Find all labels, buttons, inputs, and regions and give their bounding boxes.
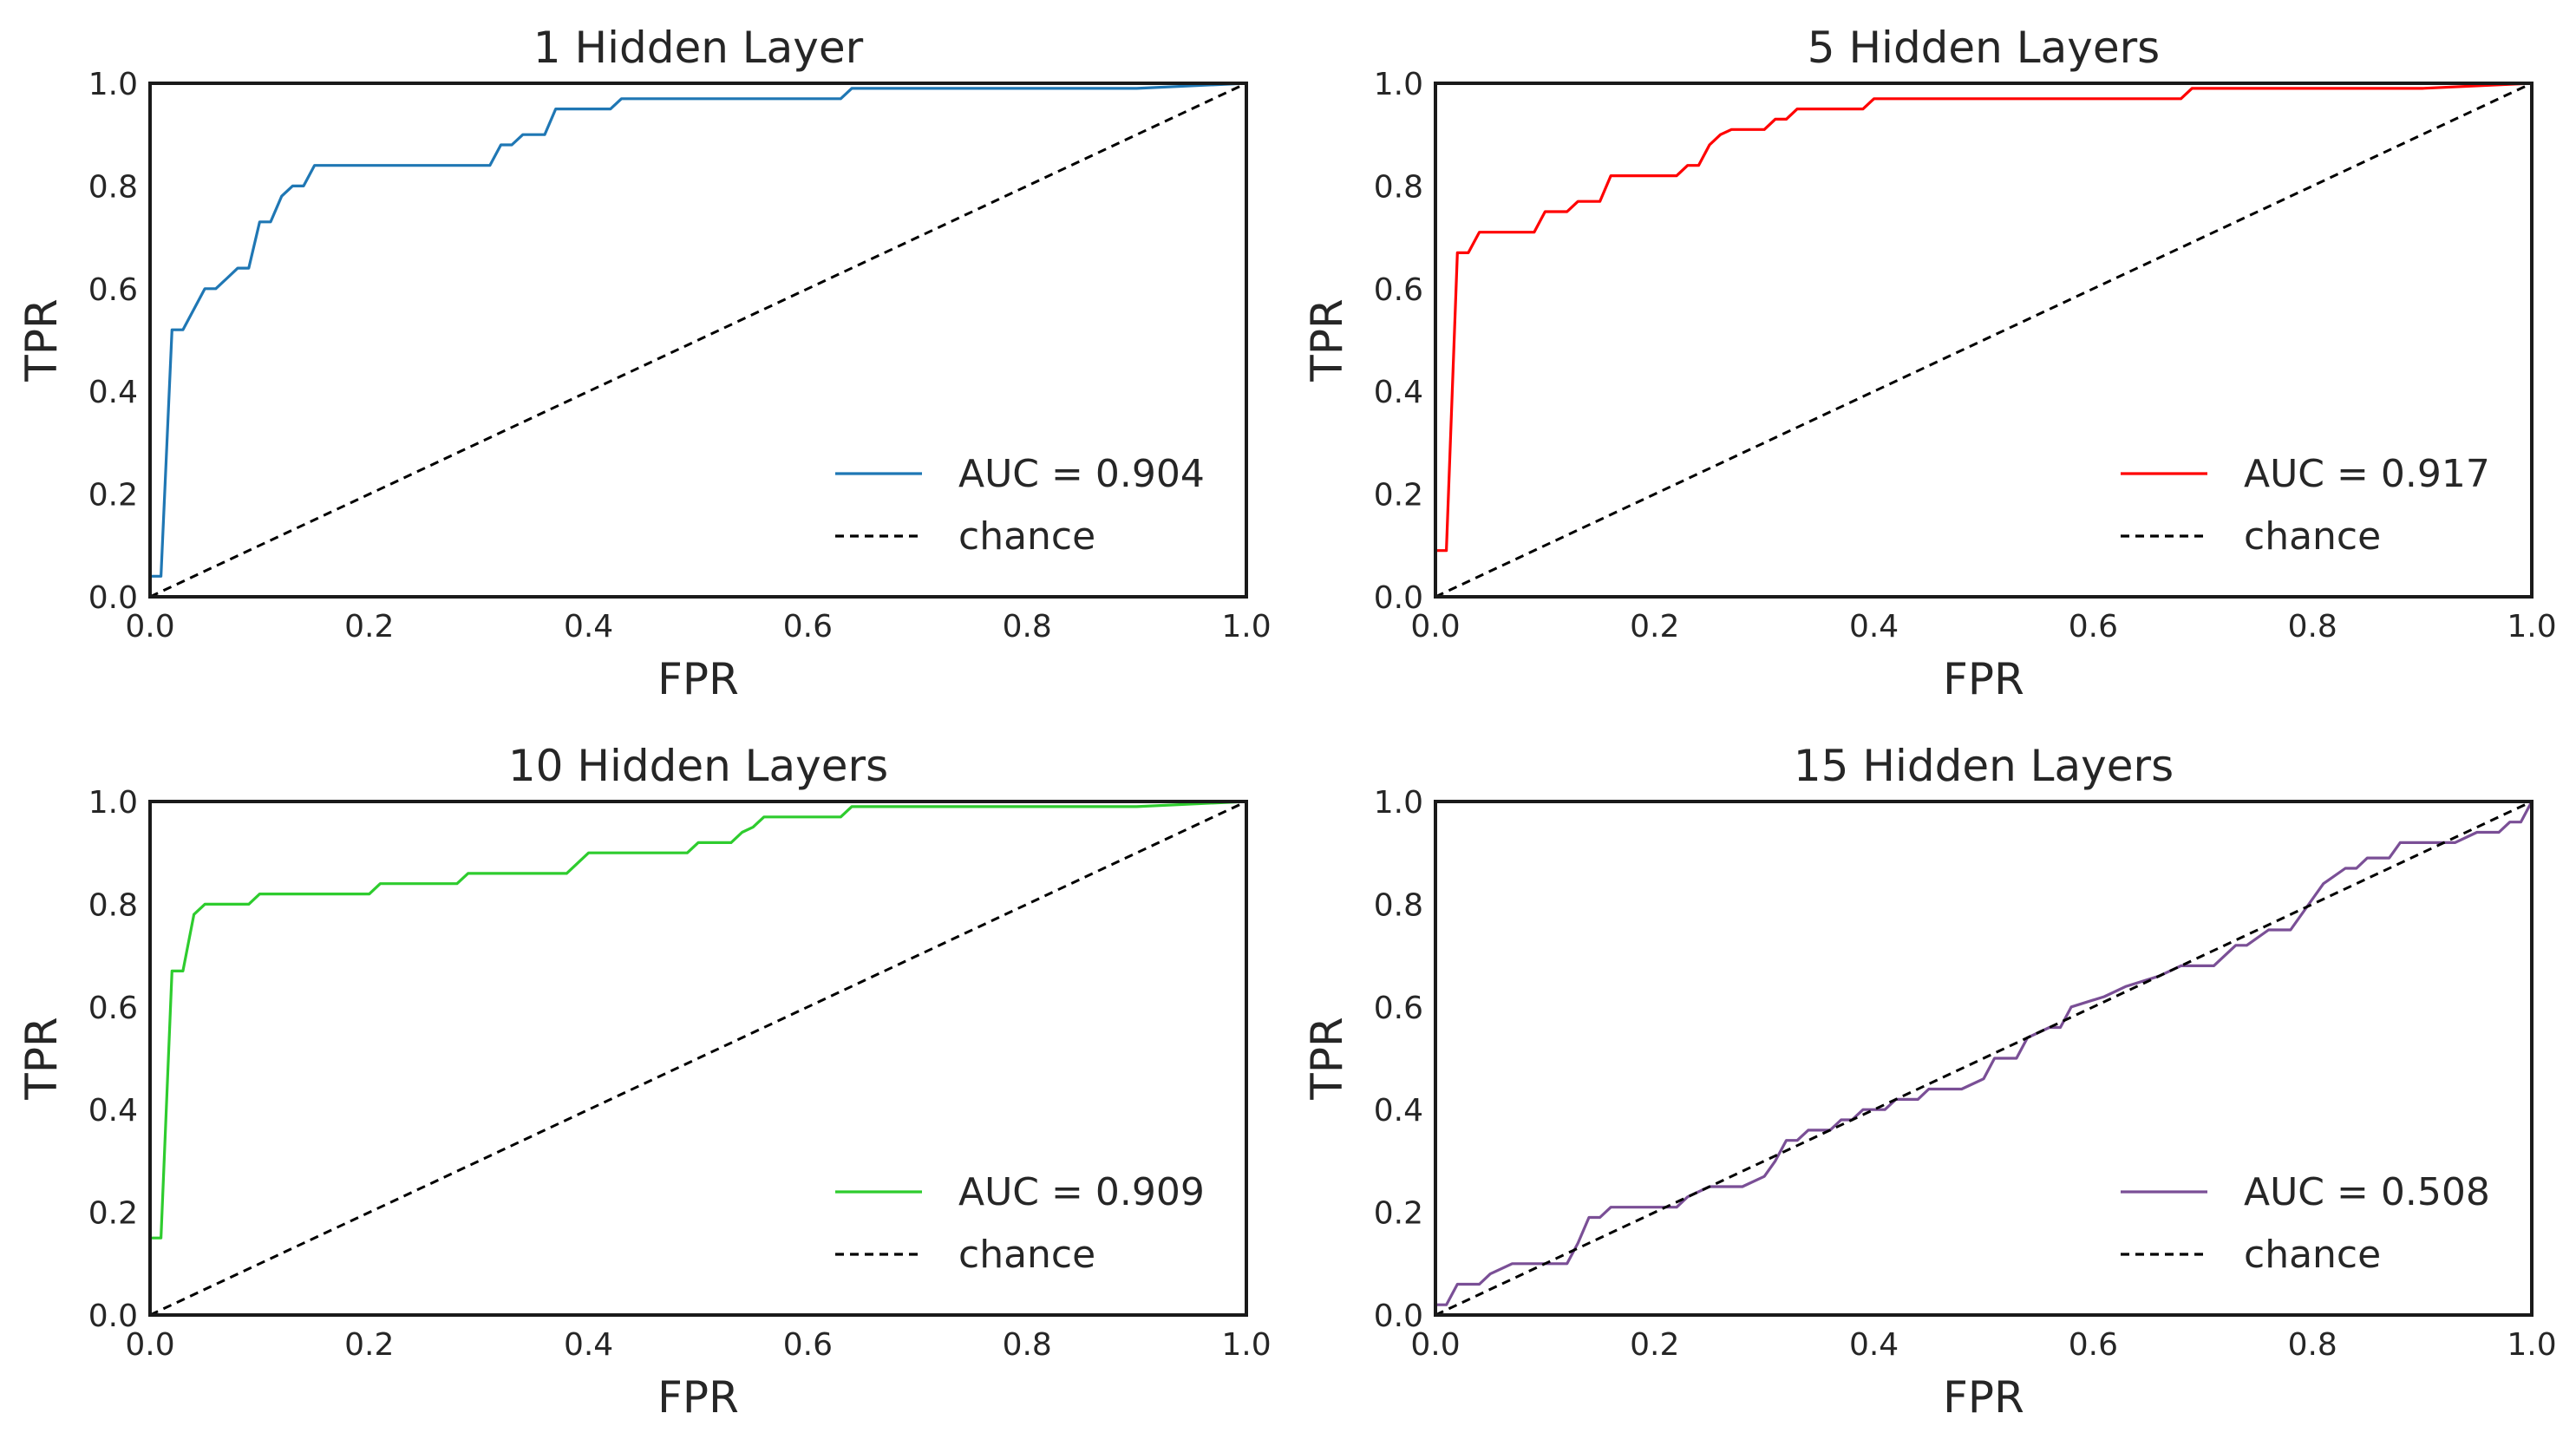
x-tick-label: 0.2 (1630, 1327, 1679, 1363)
legend-label: chance (958, 514, 1095, 559)
y-tick-label: 0.0 (1374, 1299, 1423, 1334)
y-axis-label: TPR (16, 298, 67, 382)
y-tick-label: 0.8 (88, 887, 138, 923)
y-tick-label: 0.8 (88, 169, 138, 205)
x-tick-label: 0.0 (125, 609, 174, 644)
legend-label: chance (2244, 514, 2381, 559)
roc-curve (1435, 82, 2532, 553)
x-tick-label: 0.8 (2288, 609, 2337, 644)
y-tick-label: 0.4 (1374, 375, 1423, 410)
legend: AUC = 0.909 chance (835, 1170, 1205, 1277)
plot-area (1435, 800, 2532, 1317)
x-tick-label: 0.8 (1003, 609, 1052, 644)
y-tick-label: 0.6 (1374, 272, 1423, 308)
x-tick-label: 0.6 (783, 1327, 833, 1363)
chance-line (1435, 82, 2532, 599)
y-tick-label: 0.6 (88, 991, 138, 1026)
x-axis-label: FPR (1943, 1372, 2024, 1423)
x-tick-label: 0.2 (344, 1327, 394, 1363)
legend-label: chance (2244, 1233, 2381, 1277)
y-tick-label: 0.4 (88, 1093, 138, 1129)
chart-panel-3: 10 Hidden Layers 0.0 0.2 0.4 0.6 0.8 1.0 0.0 0.2… (16, 741, 1272, 1423)
x-tick-label: 0.4 (564, 1327, 613, 1363)
chart-panel-2: 5 Hidden Layers 0.0 0.2 0.4 0.6 0.8 1.0 0.0 0.2 0… (1302, 23, 2557, 704)
y-tick-label: 0.2 (88, 1196, 138, 1232)
x-tick-label: 0.4 (1849, 1327, 1899, 1363)
y-tick-label: 0.4 (1374, 1093, 1423, 1129)
legend-label: chance (958, 1233, 1095, 1277)
y-tick-label: 0.8 (1374, 169, 1423, 205)
x-tick-label: 0.8 (1003, 1327, 1052, 1363)
y-tick-label: 1.0 (88, 67, 138, 102)
x-tick-label: 0.0 (1410, 1327, 1460, 1363)
x-tick-label: 0.4 (564, 609, 613, 644)
chart-title: 1 Hidden Layer (533, 23, 864, 73)
y-tick-label: 0.0 (88, 1299, 138, 1334)
x-tick-label: 1.0 (1221, 1327, 1271, 1363)
x-tick-label: 0.2 (1630, 609, 1679, 644)
chance-line (150, 82, 1246, 599)
legend: AUC = 0.508 chance (2121, 1170, 2490, 1277)
chart-title: 10 Hidden Layers (508, 741, 888, 791)
axes-frame (1434, 800, 2534, 1317)
x-tick-label: 0.6 (783, 609, 833, 644)
axes-frame (148, 800, 1248, 1317)
y-tick-label: 1.0 (1374, 67, 1423, 102)
chart-title: 5 Hidden Layers (1808, 23, 2160, 73)
axes-frame (1434, 82, 2534, 599)
roc-curve (150, 82, 1246, 578)
y-tick-label: 0.2 (1374, 478, 1423, 514)
legend: AUC = 0.904 chance (835, 452, 1205, 559)
y-axis-label: TPR (1302, 298, 1352, 382)
y-tick-label: 0.2 (1374, 1196, 1423, 1232)
chart-title: 15 Hidden Layers (1794, 741, 2174, 791)
legend-label: AUC = 0.909 (958, 1170, 1205, 1214)
x-tick-label: 0.0 (1410, 609, 1460, 644)
x-tick-label: 0.4 (1849, 609, 1899, 644)
y-tick-label: 0.4 (88, 375, 138, 410)
x-axis-label: FPR (657, 654, 739, 704)
x-tick-label: 1.0 (2507, 609, 2556, 644)
plot-area (150, 82, 1246, 599)
y-axis-label: TPR (1302, 1017, 1352, 1100)
chart-panel-4: 15 Hidden Layers 0.0 0.2 0.4 0.6 0.8 1.0 0.0 0.2… (1302, 741, 2557, 1423)
x-tick-label: 1.0 (2507, 1327, 2556, 1363)
y-tick-label: 0.6 (88, 272, 138, 308)
y-tick-label: 1.0 (88, 785, 138, 821)
roc-curve (150, 800, 1246, 1240)
y-axis-label: TPR (16, 1017, 67, 1100)
x-tick-label: 1.0 (1221, 609, 1271, 644)
x-axis-label: FPR (1943, 654, 2024, 704)
chance-line (150, 800, 1246, 1317)
legend-label: AUC = 0.917 (2244, 452, 2490, 496)
y-tick-label: 0.6 (1374, 991, 1423, 1026)
chart-panel-1: 1 Hidden Layer 0.0 0.2 0.4 0.6 0.8 1.0 0.0 0.2 0.… (16, 23, 1272, 704)
legend: AUC = 0.917 chance (2121, 452, 2490, 559)
x-tick-label: 0.0 (125, 1327, 174, 1363)
legend-label: AUC = 0.508 (2244, 1170, 2490, 1214)
x-tick-label: 0.6 (2069, 609, 2118, 644)
y-tick-label: 0.0 (88, 580, 138, 616)
roc-curve (1435, 801, 2532, 1306)
y-tick-label: 0.0 (1374, 580, 1423, 616)
y-tick-label: 0.8 (1374, 887, 1423, 923)
axes-frame (148, 82, 1248, 599)
plot-area (1435, 82, 2532, 599)
legend-label: AUC = 0.904 (958, 452, 1205, 496)
y-tick-label: 1.0 (1374, 785, 1423, 821)
x-axis-label: FPR (657, 1372, 739, 1423)
x-tick-label: 0.2 (344, 609, 394, 644)
x-tick-label: 0.6 (2069, 1327, 2118, 1363)
x-tick-label: 0.8 (2288, 1327, 2337, 1363)
y-tick-label: 0.2 (88, 478, 138, 514)
chance-line (1435, 800, 2532, 1317)
plot-area (150, 800, 1246, 1317)
